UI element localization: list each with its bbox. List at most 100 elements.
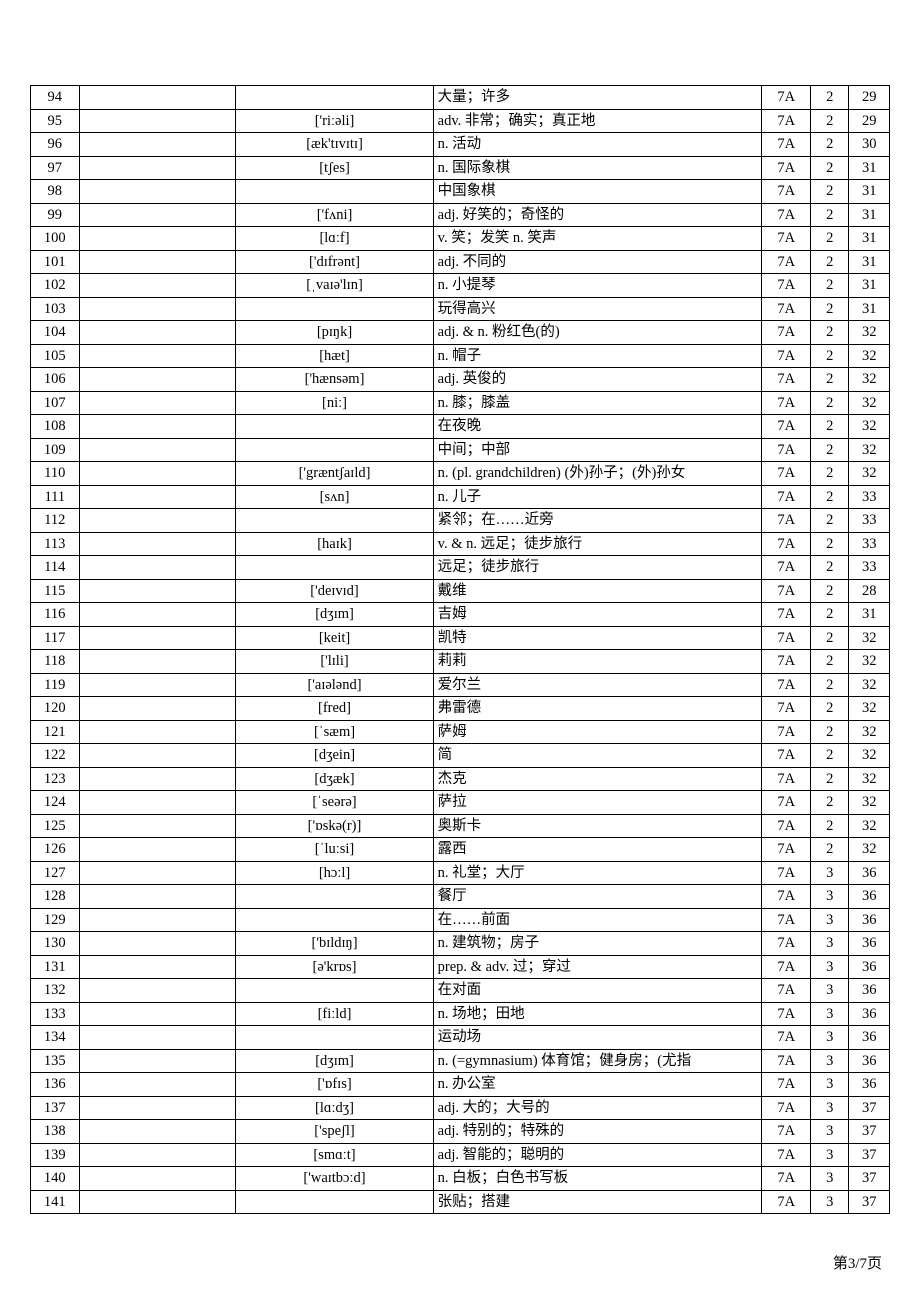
book-cell: 7A <box>762 626 811 650</box>
unit-cell: 2 <box>811 720 849 744</box>
phonetic-cell: ['deɪvɪd] <box>236 579 433 603</box>
table-row: 108在夜晚7A232 <box>31 415 890 439</box>
table-row: 95['riːəli]adv. 非常；确实；真正地7A229 <box>31 109 890 133</box>
row-number: 125 <box>31 814 80 838</box>
phonetic-cell <box>236 180 433 204</box>
row-number: 124 <box>31 791 80 815</box>
book-cell: 7A <box>762 908 811 932</box>
definition-cell: adj. 大的；大号的 <box>433 1096 762 1120</box>
book-cell: 7A <box>762 109 811 133</box>
row-number: 97 <box>31 156 80 180</box>
table-row: 139[smɑːt]adj. 智能的；聪明的7A337 <box>31 1143 890 1167</box>
unit-cell: 3 <box>811 1073 849 1097</box>
row-number: 136 <box>31 1073 80 1097</box>
row-number: 130 <box>31 932 80 956</box>
row-number: 113 <box>31 532 80 556</box>
unit-cell: 2 <box>811 556 849 580</box>
phonetic-cell: [ˈseərə] <box>236 791 433 815</box>
table-row: 136['ɒfɪs]n. 办公室7A336 <box>31 1073 890 1097</box>
book-cell: 7A <box>762 979 811 1003</box>
book-cell: 7A <box>762 485 811 509</box>
row-number: 108 <box>31 415 80 439</box>
definition-cell: 在对面 <box>433 979 762 1003</box>
phonetic-cell: [æk'tɪvɪtɪ] <box>236 133 433 157</box>
phonetic-cell: ['ɒfɪs] <box>236 1073 433 1097</box>
phonetic-cell: [smɑːt] <box>236 1143 433 1167</box>
definition-cell: 张贴；搭建 <box>433 1190 762 1214</box>
row-number: 110 <box>31 462 80 486</box>
page-cell: 32 <box>849 438 890 462</box>
word-cell <box>79 626 236 650</box>
book-cell: 7A <box>762 368 811 392</box>
unit-cell: 2 <box>811 109 849 133</box>
unit-cell: 2 <box>811 626 849 650</box>
row-number: 118 <box>31 650 80 674</box>
row-number: 137 <box>31 1096 80 1120</box>
definition-cell: 奥斯卡 <box>433 814 762 838</box>
definition-cell: 在……前面 <box>433 908 762 932</box>
page-cell: 31 <box>849 227 890 251</box>
unit-cell: 2 <box>811 344 849 368</box>
unit-cell: 2 <box>811 579 849 603</box>
unit-cell: 3 <box>811 1002 849 1026</box>
unit-cell: 2 <box>811 673 849 697</box>
word-cell <box>79 744 236 768</box>
word-cell <box>79 1190 236 1214</box>
table-row: 94大量；许多7A229 <box>31 86 890 110</box>
page-cell: 37 <box>849 1120 890 1144</box>
phonetic-cell <box>236 979 433 1003</box>
word-cell <box>79 250 236 274</box>
word-cell <box>79 227 236 251</box>
table-row: 129在……前面7A336 <box>31 908 890 932</box>
word-cell <box>79 955 236 979</box>
phonetic-cell: [haɪk] <box>236 532 433 556</box>
definition-cell: n. 小提琴 <box>433 274 762 298</box>
unit-cell: 3 <box>811 1049 849 1073</box>
word-cell <box>79 767 236 791</box>
unit-cell: 2 <box>811 415 849 439</box>
page-cell: 31 <box>849 203 890 227</box>
table-row: 114远足；徒步旅行7A233 <box>31 556 890 580</box>
row-number: 135 <box>31 1049 80 1073</box>
table-row: 133[fiːld]n. 场地；田地7A336 <box>31 1002 890 1026</box>
page-cell: 36 <box>849 885 890 909</box>
page-cell: 32 <box>849 650 890 674</box>
word-cell <box>79 1002 236 1026</box>
page-cell: 32 <box>849 814 890 838</box>
phonetic-cell: [ˈluːsi] <box>236 838 433 862</box>
unit-cell: 2 <box>811 227 849 251</box>
table-row: 135[dʒɪm]n. (=gymnasium) 体育馆；健身房；(尤指7A33… <box>31 1049 890 1073</box>
unit-cell: 2 <box>811 485 849 509</box>
page-cell: 33 <box>849 509 890 533</box>
page-cell: 32 <box>849 344 890 368</box>
row-number: 106 <box>31 368 80 392</box>
table-row: 119['aɪələnd]爱尔兰7A232 <box>31 673 890 697</box>
table-row: 96[æk'tɪvɪtɪ]n. 活动7A230 <box>31 133 890 157</box>
table-row: 116[dʒɪm]吉姆7A231 <box>31 603 890 627</box>
unit-cell: 3 <box>811 955 849 979</box>
page-cell: 37 <box>849 1190 890 1214</box>
table-row: 122[dʒein]简7A232 <box>31 744 890 768</box>
page-cell: 37 <box>849 1167 890 1191</box>
definition-cell: 玩得高兴 <box>433 297 762 321</box>
table-row: 123[dʒæk]杰克7A232 <box>31 767 890 791</box>
phonetic-cell: ['lɪli] <box>236 650 433 674</box>
definition-cell: n. 帽子 <box>433 344 762 368</box>
page-cell: 31 <box>849 274 890 298</box>
row-number: 122 <box>31 744 80 768</box>
definition-cell: n. 儿子 <box>433 485 762 509</box>
table-row: 98中国象棋7A231 <box>31 180 890 204</box>
row-number: 120 <box>31 697 80 721</box>
row-number: 114 <box>31 556 80 580</box>
unit-cell: 2 <box>811 838 849 862</box>
definition-cell: n. 白板；白色书写板 <box>433 1167 762 1191</box>
book-cell: 7A <box>762 1167 811 1191</box>
unit-cell: 2 <box>811 462 849 486</box>
phonetic-cell <box>236 1190 433 1214</box>
book-cell: 7A <box>762 673 811 697</box>
book-cell: 7A <box>762 180 811 204</box>
table-row: 118['lɪli]莉莉7A232 <box>31 650 890 674</box>
definition-cell: adv. 非常；确实；真正地 <box>433 109 762 133</box>
book-cell: 7A <box>762 509 811 533</box>
table-row: 141张贴；搭建7A337 <box>31 1190 890 1214</box>
